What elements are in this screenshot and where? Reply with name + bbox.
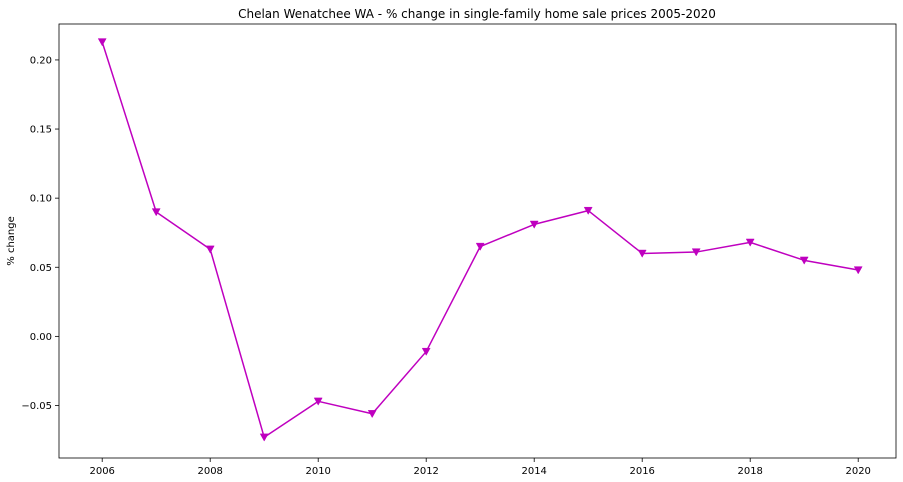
data-point-2008 [205,245,215,254]
y-tick-label: 0.15 [30,125,52,136]
y-tick-label: 0.10 [30,194,52,205]
data-point-2016 [637,249,647,258]
x-tick-label: 2010 [305,466,330,477]
x-tick-label: 2008 [197,466,222,477]
data-point-2007 [151,208,161,217]
y-tick-label: 0.00 [30,332,52,343]
axes-frame [58,23,897,459]
data-point-2018 [745,238,755,247]
data-point-2006 [97,38,107,47]
x-axis: 2006 2008 2010 2012 2014 2016 2018 2020 [89,458,871,477]
x-tick-label: 2006 [89,466,114,477]
chart-title: Chelan Wenatchee WA - % change in single… [238,7,716,21]
x-tick-label: 2016 [629,466,654,477]
data-point-2012 [421,347,431,356]
y-tick-label: 0.05 [30,263,52,274]
series-layer [97,38,863,442]
data-point-2015 [583,206,593,215]
plot-area [58,23,897,459]
data-point-2020 [853,266,863,275]
y-axis: −0.05 0.00 0.05 0.10 0.15 0.20 [21,55,59,412]
y-tick-label: −0.05 [21,401,52,412]
data-point-2013 [475,242,485,251]
data-point-2009 [259,433,269,442]
data-point-2011 [367,410,377,419]
x-tick-label: 2020 [845,466,870,477]
data-point-2014 [529,220,539,229]
y-tick-label: 0.20 [30,55,52,66]
data-point-2010 [313,397,323,406]
data-point-2019 [799,256,809,265]
x-tick-label: 2012 [413,466,438,477]
y-axis-label: % change [6,216,17,265]
data-point-2017 [691,248,701,257]
x-tick-label: 2014 [521,466,546,477]
x-tick-label: 2018 [737,466,762,477]
